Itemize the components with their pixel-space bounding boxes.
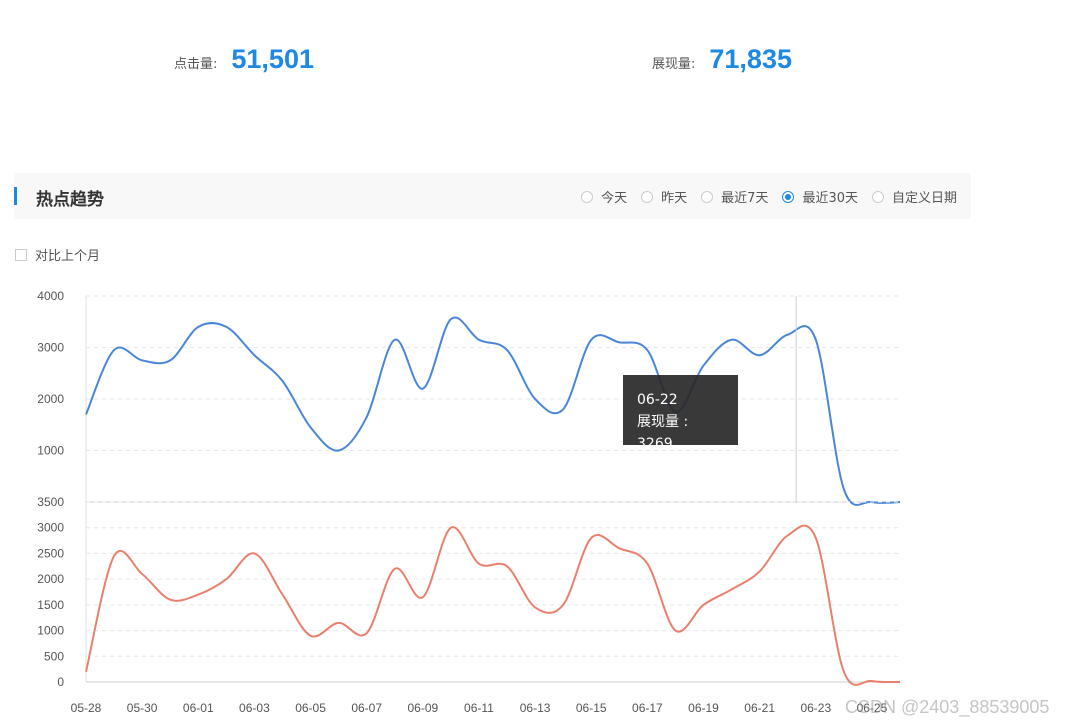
y-tick-label: 2000 [37, 572, 64, 586]
chart-tooltip: 06-22 展现量 : 3269 [623, 375, 738, 452]
x-tick-label: 06-21 [744, 701, 775, 715]
clicks-label: 点击量: [174, 57, 218, 72]
radio-icon[interactable] [641, 190, 654, 203]
x-tick-label: 06-19 [688, 701, 719, 715]
radio-icon[interactable] [871, 190, 884, 203]
y-tick-label: 2500 [37, 546, 64, 560]
compare-last-month[interactable]: 对比上个月 [15, 245, 100, 264]
trend-panel-header: 热点趋势 今天 昨天 最近7天 最近30天 自定义日期 [14, 173, 971, 219]
range-custom[interactable]: 自定义日期 [871, 187, 957, 206]
range-label: 最近30天 [802, 191, 858, 206]
x-tick-label: 06-09 [407, 701, 438, 715]
date-range-group: 今天 昨天 最近7天 最近30天 自定义日期 [567, 187, 957, 206]
tooltip-date: 06-22 [637, 392, 678, 408]
y-tick-label: 1500 [37, 598, 64, 612]
x-tick-label: 06-11 [464, 701, 494, 715]
x-tick-label: 06-01 [183, 701, 214, 715]
impressions-series-line [85, 316, 901, 506]
clicks-series-line [85, 524, 901, 686]
x-tick-label: 06-03 [239, 701, 270, 715]
y-tick-label: 3000 [37, 521, 64, 535]
range-label: 今天 [601, 191, 628, 206]
x-tick-label: 06-25 [857, 701, 888, 715]
y-tick-label: 3500 [37, 495, 64, 509]
x-tick-label: 06-07 [351, 701, 382, 715]
x-tick-label: 06-15 [576, 701, 607, 715]
watermark: CSDN @2403_88539005 [845, 697, 1050, 717]
range-label: 自定义日期 [891, 191, 957, 206]
x-tick-label: 06-13 [520, 701, 551, 715]
range-label: 昨天 [661, 191, 688, 206]
tooltip-value: 展现量 : 3269 [637, 414, 689, 452]
radio-checked-icon[interactable] [782, 190, 795, 203]
x-tick-label: 06-23 [800, 701, 831, 715]
clicks-stat: 点击量: 51,501 [174, 44, 314, 75]
range-30days[interactable]: 最近30天 [782, 187, 858, 206]
range-label: 最近7天 [721, 191, 769, 206]
checkbox-icon[interactable] [15, 248, 27, 261]
range-today[interactable]: 今天 [581, 187, 627, 206]
impressions-stat: 展现量: 71,835 [652, 44, 792, 75]
title-accent-bar [14, 187, 17, 205]
range-7days[interactable]: 最近7天 [701, 187, 768, 206]
impressions-value: 71,835 [709, 44, 792, 74]
x-tick-label: 05-30 [127, 701, 158, 715]
impressions-label: 展现量: [652, 57, 696, 72]
y-tick-label: 4000 [37, 289, 64, 303]
y-tick-label: 0 [57, 675, 64, 689]
radio-icon[interactable] [701, 190, 714, 203]
range-yesterday[interactable]: 昨天 [641, 187, 687, 206]
panel-title: 热点趋势 [36, 190, 104, 210]
y-tick-label: 1000 [37, 624, 64, 638]
y-tick-label: 2000 [37, 392, 64, 406]
x-tick-label: 06-17 [632, 701, 663, 715]
radio-icon[interactable] [581, 190, 594, 203]
trend-chart: 1000 2000 3000 4000 0 500 1000 1500 2000 2500 3000… [37, 289, 901, 715]
y-tick-label: 1000 [37, 444, 64, 458]
x-tick-label: 05-28 [71, 701, 102, 715]
clicks-value: 51,501 [231, 44, 314, 74]
y-tick-label: 3000 [37, 341, 64, 355]
y-tick-label: 500 [44, 649, 64, 663]
x-tick-label: 06-05 [295, 701, 326, 715]
compare-label: 对比上个月 [35, 249, 101, 264]
